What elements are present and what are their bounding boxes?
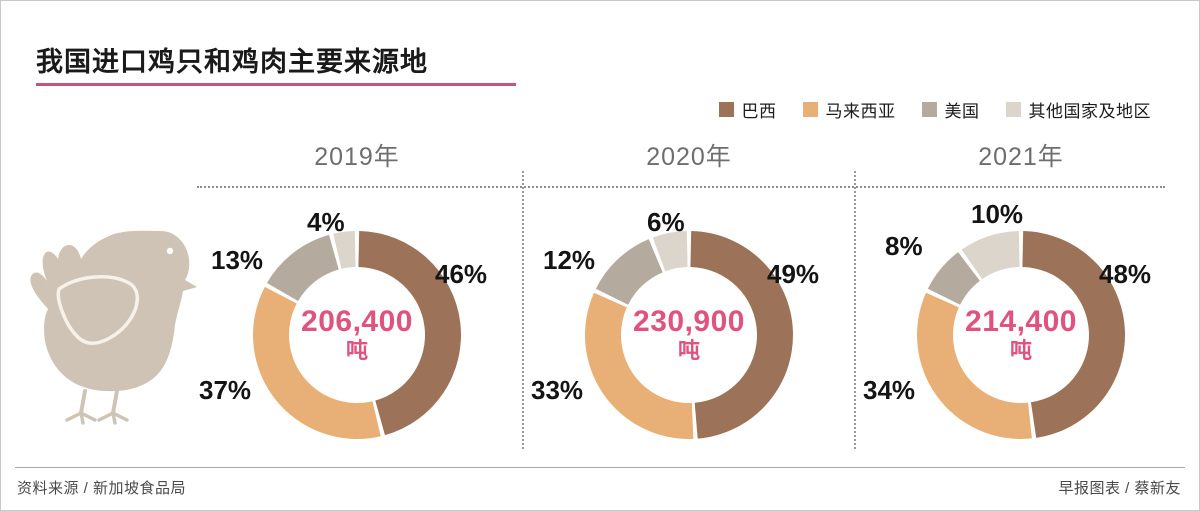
chicken-illustration (29, 217, 199, 432)
pct-label-others: 4% (307, 207, 345, 237)
pct-label-others: 6% (647, 207, 685, 237)
donut-segment (595, 239, 663, 305)
chart-panel-2020: 2020年 230,900 吨 49% 33% 12% 6% (523, 137, 855, 447)
legend-label: 美国 (944, 102, 980, 121)
footer-credit: 早报图表 / 蔡新友 (1058, 480, 1181, 497)
pct-label-usa: 12% (543, 245, 596, 275)
pct-label-brazil: 48% (1099, 259, 1152, 289)
legend-swatch-icon (921, 102, 937, 117)
donut-segment (1022, 231, 1126, 438)
chart-year-label: 2021年 (978, 143, 1064, 171)
donut-segment (690, 231, 794, 439)
donut-segment (961, 231, 1020, 280)
legend-item-malaysia: 马来西亚 (802, 97, 896, 122)
donut-segment (585, 292, 694, 439)
pct-label-malaysia: 37% (199, 375, 252, 405)
donut-segment (652, 231, 688, 272)
page-title: 我国进口鸡只和鸡肉主要来源地 (36, 47, 428, 77)
legend-swatch-icon (718, 102, 734, 117)
donut-svg (585, 231, 794, 439)
donut-segment (917, 292, 1032, 439)
chart-panel-2019: 2019年 206,400 吨 46% 37% 13% 4% (191, 137, 523, 447)
donut-segment (266, 234, 339, 301)
donut-chart-2019: 206,400 吨 (237, 215, 477, 455)
legend-item-brazil: 巴西 (718, 97, 777, 122)
chart-panel-2021: 2021年 214,400 吨 48% 34% 8% 10% (855, 137, 1187, 447)
pct-label-brazil: 49% (767, 259, 820, 289)
footer-source: 资料来源 / 新加坡食品局 (17, 480, 187, 497)
legend: 巴西 马来西亚 美国 其他国家及地区 (718, 97, 1152, 122)
legend-item-usa: 美国 (921, 97, 980, 122)
pct-label-malaysia: 34% (863, 375, 916, 405)
legend-label: 马来西亚 (825, 102, 896, 121)
pct-label-malaysia: 33% (531, 375, 584, 405)
footer-divider (15, 467, 1185, 468)
donut-svg (253, 231, 461, 439)
vertical-divider (854, 171, 856, 449)
donut-segment (358, 231, 461, 436)
donut-segment (927, 252, 980, 305)
pct-label-usa: 13% (211, 245, 264, 275)
legend-item-others: 其他国家及地区 (1005, 97, 1152, 122)
legend-label: 其他国家及地区 (1028, 102, 1151, 121)
legend-swatch-icon (1005, 102, 1021, 117)
pct-label-brazil: 46% (435, 259, 488, 289)
legend-swatch-icon (802, 102, 818, 117)
legend-label: 巴西 (741, 102, 777, 121)
title-underline (36, 83, 516, 87)
donut-segment (333, 231, 356, 269)
vertical-divider (522, 171, 524, 449)
pct-label-usa: 8% (885, 231, 923, 261)
horizontal-divider (197, 186, 1165, 188)
chart-year-label: 2020年 (646, 143, 732, 171)
pct-label-others: 10% (971, 199, 1024, 229)
chart-year-label: 2019年 (314, 143, 400, 171)
donut-segment (253, 286, 381, 439)
title-block: 我国进口鸡只和鸡肉主要来源地 (36, 47, 516, 87)
donut-chart-2021: 214,400 吨 (901, 215, 1141, 455)
donut-chart-2020: 230,900 吨 (569, 215, 809, 455)
donut-svg (917, 231, 1126, 439)
